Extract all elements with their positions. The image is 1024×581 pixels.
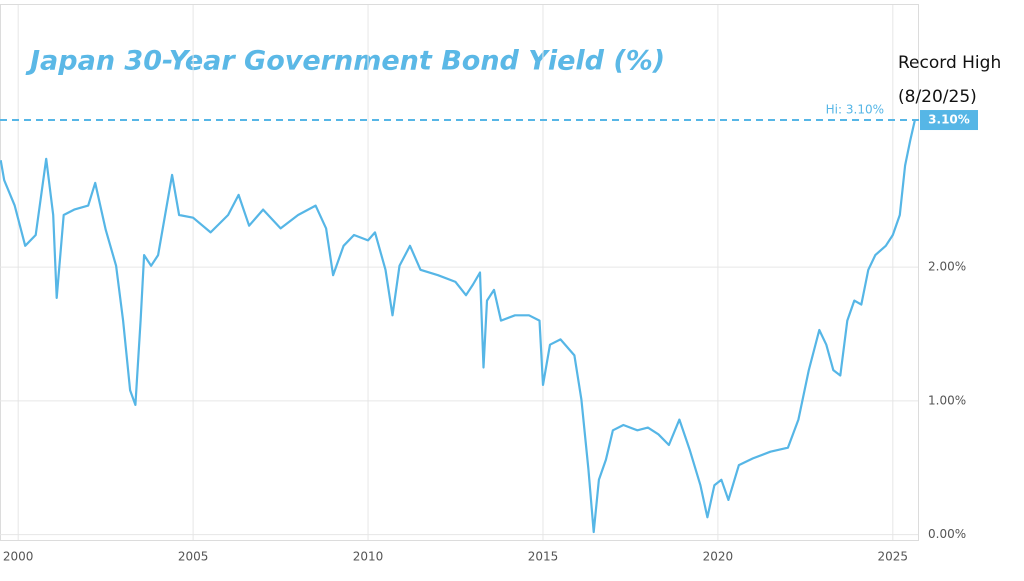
x-tick-label: 2000 xyxy=(3,550,34,564)
x-tick-label: 2010 xyxy=(353,550,384,564)
hi-label: Hi: 3.10% xyxy=(826,103,884,117)
annotation: (8/20/25) xyxy=(898,87,977,107)
y-tick-label: 1.00% xyxy=(928,393,966,407)
y-tick-label: 2.00% xyxy=(928,260,966,274)
x-tick-label: 2020 xyxy=(703,550,734,564)
hi-badge xyxy=(920,110,978,131)
x-tick-label: 2015 xyxy=(528,550,559,564)
x-tick-label: 2005 xyxy=(178,550,209,564)
plot-frame xyxy=(0,4,919,541)
x-tick-label: 2025 xyxy=(878,550,909,564)
line-series xyxy=(0,119,916,534)
hi-badge-label: 3.10% xyxy=(928,113,970,127)
annotation: Record High xyxy=(898,53,1001,73)
chart-title: Japan 30-Year Government Bond Yield (%) xyxy=(25,46,665,77)
y-tick-label: 0.00% xyxy=(928,527,966,541)
